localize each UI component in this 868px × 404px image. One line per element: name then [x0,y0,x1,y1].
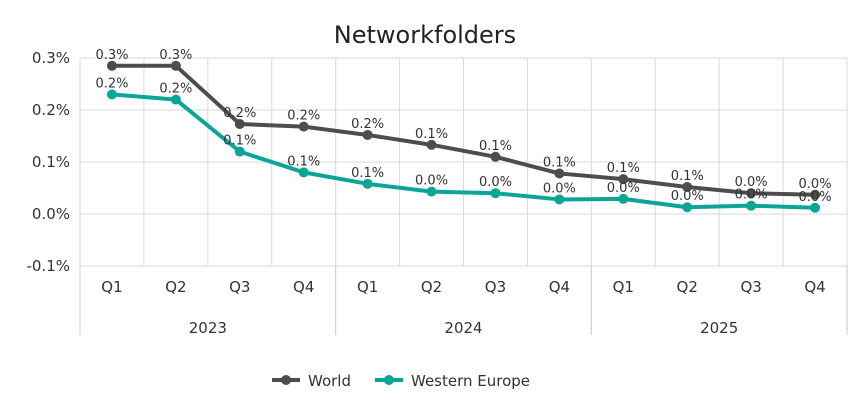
data-point [426,139,437,150]
x-tick-label: Q1 [101,278,122,296]
data-point [554,194,565,205]
data-label: 0.1% [479,139,512,154]
data-point [618,174,629,185]
legend: World Western Europe [272,372,530,390]
x-tick-label: Q4 [293,278,314,296]
data-point [554,168,565,179]
data-point [362,129,373,140]
data-point [234,146,245,157]
data-point [298,121,309,132]
legend-label: World [308,372,351,390]
x-tick-label: Q2 [421,278,442,296]
y-tick-label: 0.3% [32,49,70,67]
data-label: 0.2% [287,109,320,124]
data-label: 0.2% [351,117,384,132]
data-label: 0.1% [351,166,384,181]
year-label: 2023 [189,319,227,337]
data-label: 0.0% [671,189,704,204]
x-tick-label: Q4 [804,278,825,296]
data-label: 0.2% [159,82,192,97]
series-line [111,63,816,197]
data-label: 0.0% [735,175,768,190]
data-label: 0.3% [159,48,192,63]
data-point [234,119,245,130]
data-label: 0.1% [415,127,448,142]
grid-lines [79,57,848,267]
data-labels: 0.3% 0.3% 0.2% 0.2% 0.2% 0.1% 0.1% 0.1% 0.1% 0.1%… [95,48,831,205]
data-label: 0.1% [543,155,576,170]
data-point [682,181,693,192]
year-label: 2024 [444,319,482,337]
data-point [490,188,501,199]
series-lines [106,60,821,213]
data-point [746,200,757,211]
data-label: 0.0% [607,181,640,196]
year-label: 2025 [700,319,738,337]
y-tick-label: 0.2% [32,101,70,119]
data-label: 0.2% [95,76,128,91]
x-tick-label: Q1 [613,278,634,296]
y-tick-label: -0.1% [26,257,70,275]
data-label: 0.0% [799,190,832,205]
data-label: 0.0% [479,175,512,190]
data-label: 0.0% [799,177,832,192]
data-label: 0.2% [223,106,256,121]
x-tick-label: Q2 [165,278,186,296]
data-label: 0.3% [95,48,128,63]
data-point [362,178,373,189]
x-tick-label: Q3 [485,278,506,296]
data-point [170,94,181,105]
data-point [810,189,821,200]
data-point [810,202,821,213]
data-label: 0.0% [415,174,448,189]
data-label: 0.0% [543,181,576,196]
data-point [170,60,181,71]
data-label: 0.1% [223,134,256,149]
legend-marker [384,375,394,385]
legend-marker [281,375,291,385]
data-point [618,193,629,204]
x-tick-label: Q3 [229,278,250,296]
data-point [682,202,693,213]
data-label: 0.0% [735,188,768,203]
series-line [111,92,816,210]
data-point [106,60,117,71]
x-tick-label: Q4 [549,278,570,296]
axes: -0.1% 0.0% 0.1% 0.2% 0.3% Q1 Q2 Q3 Q4 Q1 Q2 Q3 Q4 Q1 Q… [26,49,848,337]
data-point [746,188,757,199]
data-label: 0.1% [671,169,704,184]
x-tick-label: Q2 [677,278,698,296]
y-tick-label: 0.0% [32,205,70,223]
legend-label: Western Europe [411,372,530,390]
data-point [490,151,501,162]
data-point [426,186,437,197]
data-label: 0.1% [607,161,640,176]
x-tick-label: Q3 [740,278,761,296]
data-point [106,89,117,100]
y-tick-label: 0.1% [32,153,70,171]
chart-title: Networkfolders [334,21,516,49]
x-tick-label: Q1 [357,278,378,296]
data-label: 0.1% [287,154,320,169]
data-point [298,167,309,178]
